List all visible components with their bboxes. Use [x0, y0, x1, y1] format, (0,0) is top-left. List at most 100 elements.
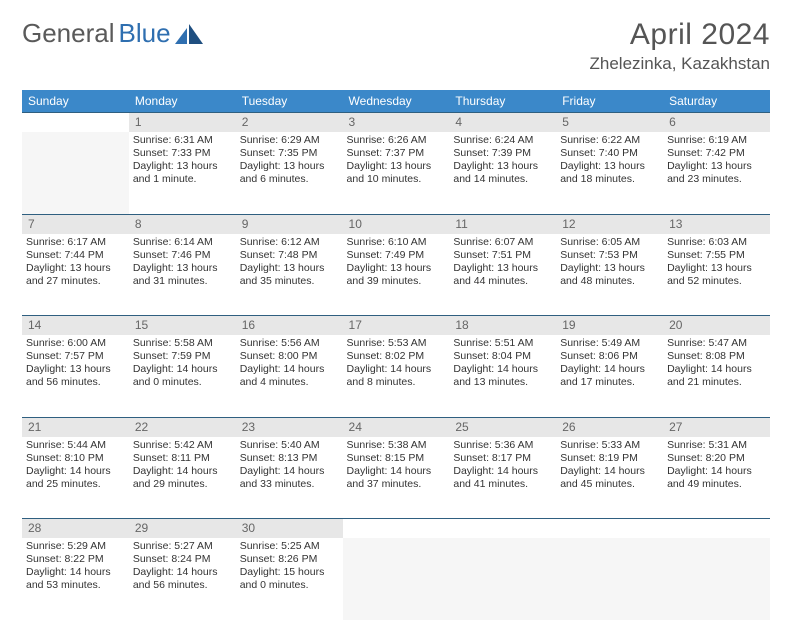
day-cell: Sunrise: 6:10 AMSunset: 7:49 PMDaylight:… — [343, 234, 450, 316]
day-number-cell: 23 — [236, 417, 343, 437]
day-number-cell: 19 — [556, 316, 663, 336]
day-cell: Sunrise: 5:58 AMSunset: 7:59 PMDaylight:… — [129, 335, 236, 417]
sunrise-line: Sunrise: 5:40 AM — [240, 439, 339, 452]
content-row: Sunrise: 6:31 AMSunset: 7:33 PMDaylight:… — [22, 132, 770, 214]
day-number-cell: 25 — [449, 417, 556, 437]
brand-logo: GeneralBlue — [22, 18, 203, 49]
daylight-line: Daylight: 14 hours and 33 minutes. — [240, 465, 339, 491]
day-cell: Sunrise: 5:40 AMSunset: 8:13 PMDaylight:… — [236, 437, 343, 519]
sunrise-line: Sunrise: 6:22 AM — [560, 134, 659, 147]
day-cell: Sunrise: 5:44 AMSunset: 8:10 PMDaylight:… — [22, 437, 129, 519]
day-number-cell: 10 — [343, 214, 450, 234]
daylight-line: Daylight: 14 hours and 21 minutes. — [667, 363, 766, 389]
day-cell: Sunrise: 6:19 AMSunset: 7:42 PMDaylight:… — [663, 132, 770, 214]
brand-word1: General — [22, 18, 115, 49]
day-cell — [663, 538, 770, 620]
day-number-cell: 27 — [663, 417, 770, 437]
sunset-line: Sunset: 8:26 PM — [240, 553, 339, 566]
sunrise-line: Sunrise: 5:33 AM — [560, 439, 659, 452]
sunset-line: Sunset: 7:39 PM — [453, 147, 552, 160]
sunset-line: Sunset: 7:46 PM — [133, 249, 232, 262]
day-number-cell: 4 — [449, 113, 556, 133]
day-number-cell: 5 — [556, 113, 663, 133]
daynum-row: 282930 — [22, 519, 770, 539]
day-cell: Sunrise: 5:38 AMSunset: 8:15 PMDaylight:… — [343, 437, 450, 519]
sunset-line: Sunset: 8:19 PM — [560, 452, 659, 465]
day-header: Friday — [556, 90, 663, 113]
logo-sail-icon — [175, 24, 203, 44]
day-cell — [343, 538, 450, 620]
day-cell: Sunrise: 5:42 AMSunset: 8:11 PMDaylight:… — [129, 437, 236, 519]
day-cell: Sunrise: 5:56 AMSunset: 8:00 PMDaylight:… — [236, 335, 343, 417]
day-cell: Sunrise: 5:36 AMSunset: 8:17 PMDaylight:… — [449, 437, 556, 519]
daynum-row: 21222324252627 — [22, 417, 770, 437]
day-header: Tuesday — [236, 90, 343, 113]
location: Zhelezinka, Kazakhstan — [590, 54, 771, 74]
sunset-line: Sunset: 8:13 PM — [240, 452, 339, 465]
day-number-cell: 8 — [129, 214, 236, 234]
daylight-line: Daylight: 13 hours and 48 minutes. — [560, 262, 659, 288]
day-number-cell: 6 — [663, 113, 770, 133]
sunrise-line: Sunrise: 6:05 AM — [560, 236, 659, 249]
day-cell: Sunrise: 5:25 AMSunset: 8:26 PMDaylight:… — [236, 538, 343, 620]
sunrise-line: Sunrise: 5:51 AM — [453, 337, 552, 350]
sunrise-line: Sunrise: 6:24 AM — [453, 134, 552, 147]
day-number-cell: 17 — [343, 316, 450, 336]
day-cell: Sunrise: 5:27 AMSunset: 8:24 PMDaylight:… — [129, 538, 236, 620]
daylight-line: Daylight: 14 hours and 8 minutes. — [347, 363, 446, 389]
day-cell: Sunrise: 6:05 AMSunset: 7:53 PMDaylight:… — [556, 234, 663, 316]
day-number-cell: 26 — [556, 417, 663, 437]
sunset-line: Sunset: 7:37 PM — [347, 147, 446, 160]
day-number-cell: 9 — [236, 214, 343, 234]
day-cell — [556, 538, 663, 620]
day-cell: Sunrise: 5:33 AMSunset: 8:19 PMDaylight:… — [556, 437, 663, 519]
content-row: Sunrise: 5:29 AMSunset: 8:22 PM Daylight:… — [22, 538, 770, 620]
day-cell: Sunrise: 6:17 AMSunset: 7:44 PMDaylight:… — [22, 234, 129, 316]
sunrise-line: Sunrise: 6:03 AM — [667, 236, 766, 249]
day-number-cell — [556, 519, 663, 539]
day-number-cell: 18 — [449, 316, 556, 336]
daylight-line: Daylight: 14 hours and 56 minutes. — [133, 566, 232, 592]
daylight-line: Daylight: 14 hours and 29 minutes. — [133, 465, 232, 491]
daynum-row: 123456 — [22, 113, 770, 133]
day-number-cell: 12 — [556, 214, 663, 234]
day-header: Sunday — [22, 90, 129, 113]
day-cell: Sunrise: 6:22 AMSunset: 7:40 PMDaylight:… — [556, 132, 663, 214]
day-number-cell: 30 — [236, 519, 343, 539]
day-number-cell: 20 — [663, 316, 770, 336]
day-cell: Sunrise: 6:03 AMSunset: 7:55 PMDaylight:… — [663, 234, 770, 316]
day-header: Wednesday — [343, 90, 450, 113]
day-cell: Sunrise: 6:07 AMSunset: 7:51 PMDaylight:… — [449, 234, 556, 316]
sunrise-line: Sunrise: 5:56 AM — [240, 337, 339, 350]
day-number-cell: 3 — [343, 113, 450, 133]
day-number-cell: 1 — [129, 113, 236, 133]
day-cell: Sunrise: 6:24 AMSunset: 7:39 PMDaylight:… — [449, 132, 556, 214]
daylight-line: Daylight: 14 hours and 49 minutes. — [667, 465, 766, 491]
daynum-row: 78910111213 — [22, 214, 770, 234]
sunset-line: Sunset: 8:22 PM — [26, 553, 125, 566]
day-header: Saturday — [663, 90, 770, 113]
day-cell: Sunrise: 6:14 AMSunset: 7:46 PMDaylight:… — [129, 234, 236, 316]
header: GeneralBlue April 2024 Zhelezinka, Kazak… — [22, 18, 770, 74]
daylight-line: Daylight: 13 hours and 23 minutes. — [667, 160, 766, 186]
sunrise-line: Sunrise: 5:42 AM — [133, 439, 232, 452]
sunset-line: Sunset: 7:44 PM — [26, 249, 125, 262]
sunrise-line: Sunrise: 6:07 AM — [453, 236, 552, 249]
daylight-line: Daylight: 14 hours and 25 minutes. — [26, 465, 125, 491]
sunset-line: Sunset: 7:42 PM — [667, 147, 766, 160]
daylight-line: Daylight: 13 hours and 1 minute. — [133, 160, 232, 186]
month-title: April 2024 — [590, 18, 771, 52]
daylight-line: Daylight: 13 hours and 35 minutes. — [240, 262, 339, 288]
sunrise-line: Sunrise: 6:14 AM — [133, 236, 232, 249]
sunset-line: Sunset: 8:11 PM — [133, 452, 232, 465]
sunset-line: Sunset: 8:02 PM — [347, 350, 446, 363]
sunrise-line: Sunrise: 6:19 AM — [667, 134, 766, 147]
daynum-row: 14151617181920 — [22, 316, 770, 336]
daylight-line: Daylight: 13 hours and 44 minutes. — [453, 262, 552, 288]
day-number-cell: 7 — [22, 214, 129, 234]
sunrise-line: Sunrise: 6:10 AM — [347, 236, 446, 249]
daylight-line: Daylight: 13 hours and 10 minutes. — [347, 160, 446, 186]
sunset-line: Sunset: 7:40 PM — [560, 147, 659, 160]
daylight-line: Daylight: 13 hours and 27 minutes. — [26, 262, 125, 288]
sunrise-line: Sunrise: 5:29 AM — [26, 540, 125, 553]
